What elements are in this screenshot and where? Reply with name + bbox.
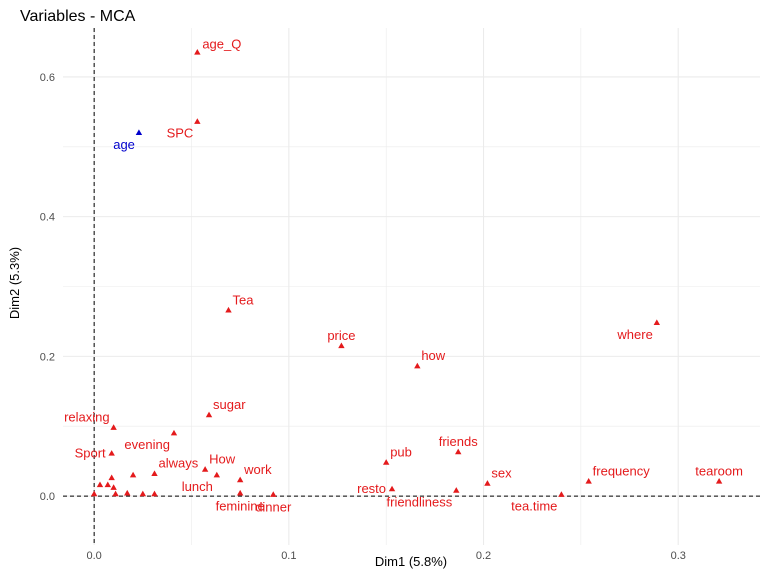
x-axis-ticks: 0.0 0.1 0.2 0.3	[87, 550, 686, 562]
point-frequency	[585, 478, 592, 484]
point-Tea	[225, 306, 232, 313]
point-label-relaxing: relaxing	[64, 410, 110, 425]
point-unlabeled	[104, 481, 111, 488]
point-relaxing	[110, 424, 117, 430]
point-unlabeled	[112, 490, 119, 497]
point-age_Q	[194, 49, 201, 55]
point-label-lunch: lunch	[182, 479, 213, 494]
point-unlabeled	[90, 490, 98, 497]
point-label-frequency: frequency	[593, 463, 651, 478]
point-work	[236, 476, 244, 483]
chart-title: Variables - MCA	[20, 8, 136, 25]
point-unlabeled	[129, 471, 137, 478]
point-unlabeled	[110, 484, 117, 490]
point-sugar	[205, 411, 213, 418]
point-How	[201, 466, 209, 472]
point-label-friends: friends	[439, 434, 479, 449]
point-label-where: where	[616, 327, 652, 342]
point-label-evening: evening	[124, 437, 170, 452]
point-label-work: work	[243, 462, 272, 477]
grid	[63, 28, 760, 545]
point-price	[338, 342, 345, 349]
point-label-how: how	[421, 348, 445, 363]
point-SPC	[194, 118, 201, 124]
point-sex	[484, 480, 491, 486]
point-tearoom	[715, 478, 723, 484]
point-friendliness	[453, 487, 460, 493]
point-label-Tea: Tea	[232, 292, 254, 307]
point-pub	[382, 459, 390, 465]
point-unlabeled	[96, 481, 104, 488]
point-evening	[170, 429, 178, 436]
point-label-friendliness: friendliness	[387, 495, 453, 510]
x-tick-label: 0.0	[87, 550, 102, 562]
point-label-age: age	[113, 137, 135, 152]
x-tick-label: 0.2	[476, 550, 491, 562]
y-tick-label: 0.0	[40, 491, 55, 503]
x-tick-label: 0.3	[671, 550, 686, 562]
point-tea.time	[558, 491, 565, 497]
point-feminine	[236, 489, 244, 496]
point-label-always: always	[159, 456, 199, 471]
point-label-dinner: dinner	[255, 500, 292, 515]
x-axis-title: Dim1 (5.8%)	[375, 554, 447, 569]
y-axis-title: Dim2 (5.3%)	[7, 247, 22, 319]
point-label-price: price	[327, 328, 355, 343]
point-friends	[455, 448, 462, 455]
point-age	[135, 129, 143, 135]
point-label-age_Q: age_Q	[202, 36, 241, 51]
point-label-tearoom: tearoom	[695, 463, 743, 478]
point-label-pub: pub	[390, 445, 412, 460]
point-lunch	[213, 471, 221, 478]
point-label-feminine: feminine	[216, 498, 265, 513]
point-label-sugar: sugar	[213, 397, 246, 412]
point-label-resto: resto	[357, 481, 386, 496]
y-axis-ticks: 0.0 0.2 0.4 0.6	[40, 72, 55, 503]
point-dinner	[270, 491, 277, 497]
point-label-SPC: SPC	[167, 126, 194, 141]
point-always	[151, 470, 158, 476]
y-tick-label: 0.6	[40, 72, 55, 84]
point-labels-layer: age_Q SPC age Tea price how where sugar relaxing…	[64, 36, 743, 514]
points-layer	[90, 49, 723, 497]
y-tick-label: 0.4	[40, 212, 55, 224]
point-label-sex: sex	[491, 466, 512, 481]
point-resto	[388, 485, 396, 492]
point-unlabeled	[124, 489, 131, 496]
point-unlabeled	[139, 490, 147, 497]
point-unlabeled	[151, 490, 158, 497]
point-label-How: How	[209, 452, 236, 467]
point-how	[414, 362, 421, 369]
point-label-tea.time: tea.time	[511, 499, 557, 514]
point-label-Sport: Sport	[75, 445, 106, 460]
y-tick-label: 0.2	[40, 351, 55, 363]
point-where	[653, 319, 661, 326]
point-unlabeled	[108, 474, 115, 481]
point-Sport	[108, 450, 115, 456]
x-tick-label: 0.1	[281, 550, 296, 562]
reference-lines	[63, 28, 760, 545]
